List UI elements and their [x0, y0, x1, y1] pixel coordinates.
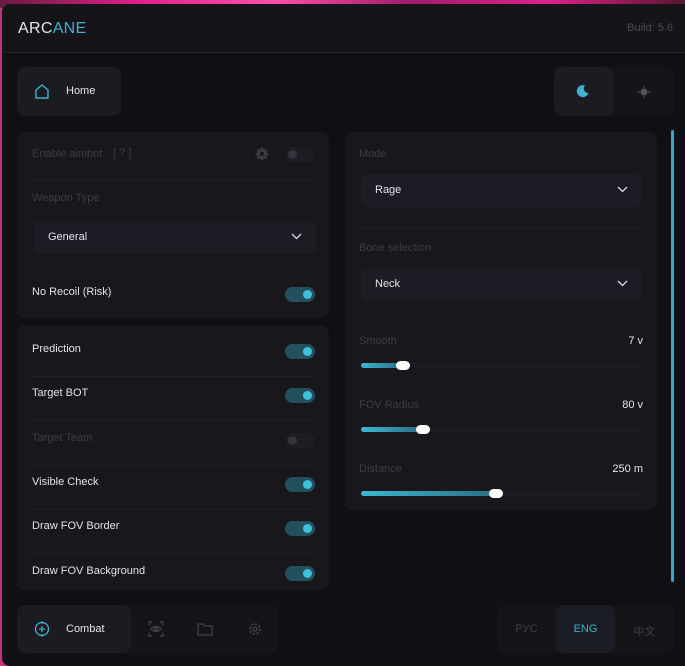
toggle-switch[interactable]: [285, 565, 315, 581]
logo: ARCANE: [18, 20, 87, 37]
chevron-down-icon: [291, 233, 302, 240]
toggle-switch[interactable]: [285, 476, 315, 492]
mode-value: Rage: [375, 184, 402, 196]
app-window: ARCANE Build: 5.6 Home Enable aimbot [ ?…: [2, 4, 685, 666]
header: ARCANE Build: 5.6: [2, 4, 685, 53]
theme-light-button[interactable]: [614, 67, 674, 116]
chevron-down-icon: [617, 186, 628, 193]
mode-label: Mode: [359, 148, 387, 160]
toggle-label: Visible Check: [32, 475, 99, 488]
gear-icon[interactable]: [255, 147, 269, 161]
bottom-tab-bar: Combat: [17, 605, 278, 653]
chevron-down-icon: [617, 280, 628, 287]
settings-icon[interactable]: [247, 621, 263, 637]
theme-dark-button[interactable]: [554, 67, 614, 116]
slider-value: 250 m: [612, 463, 643, 475]
enable-aimbot-toggle[interactable]: [285, 147, 315, 162]
build-version: Build: 5.6: [627, 22, 673, 34]
divider: [32, 420, 314, 422]
slider-fill: [361, 363, 404, 368]
help-button[interactable]: [ ? ]: [113, 147, 132, 159]
divider: [32, 508, 314, 510]
toggle-label: Target Team: [32, 431, 93, 444]
mode-dropdown[interactable]: Rage: [361, 174, 642, 207]
weapon-type-label: Weapon Type: [32, 192, 100, 204]
folder-icon[interactable]: [197, 622, 213, 636]
bone-selection-value: Neck: [375, 278, 401, 290]
divider: [32, 376, 314, 377]
slider-track[interactable]: [361, 489, 642, 498]
toggle-label: Target BOT: [32, 387, 89, 400]
aimbot-panel: Enable aimbot [ ? ] Weapon Type General …: [17, 132, 329, 318]
slider-handle[interactable]: [396, 361, 411, 370]
tab-combat[interactable]: Combat: [17, 605, 131, 653]
home-icon: [35, 84, 49, 99]
language-selector: РУС ENG 中文: [497, 605, 675, 653]
divider: [32, 464, 314, 466]
toggle-switch[interactable]: [285, 388, 315, 404]
bone-selection-label: Bone selection: [359, 242, 432, 254]
toggle-label: Draw FOV Border: [32, 520, 120, 533]
options-panel: Prediction Target BOT Target Team Visibl…: [17, 325, 329, 590]
scrollbar[interactable]: [671, 130, 674, 582]
slider-label: Distance: [359, 463, 402, 475]
slider-value: 80 v: [622, 399, 643, 411]
sun-icon: [637, 85, 651, 99]
tab-combat-label: Combat: [66, 623, 105, 635]
bone-selection-dropdown[interactable]: Neck: [361, 268, 642, 301]
weapon-type-dropdown[interactable]: General: [34, 221, 316, 254]
language-label: 中文: [633, 626, 656, 638]
divider: [32, 553, 314, 555]
nav-home-button[interactable]: Home: [17, 67, 121, 116]
slider-track[interactable]: [361, 425, 642, 434]
slider-track[interactable]: [361, 361, 642, 370]
language-option[interactable]: РУС: [497, 605, 556, 653]
language-option[interactable]: ENG: [556, 605, 615, 653]
nav-home-label: Home: [66, 85, 96, 97]
slider-handle[interactable]: [415, 425, 430, 434]
weapon-type-value: General: [48, 231, 88, 243]
no-recoil-label: No Recoil (Risk): [32, 286, 112, 298]
slider-value: 7 v: [628, 335, 643, 347]
slider-fill: [361, 491, 496, 496]
toggle-label: Prediction: [32, 343, 81, 355]
toggle-label: Draw FOV Background: [32, 564, 146, 577]
crosshair-icon: [34, 621, 50, 637]
language-label: РУС: [515, 623, 538, 635]
toggle-switch[interactable]: [285, 344, 315, 359]
slider-label: Smooth: [359, 335, 397, 347]
enable-aimbot-label: Enable aimbot: [32, 148, 103, 160]
moon-icon: [576, 85, 589, 98]
slider-label: FOV Radius: [359, 399, 419, 411]
toggle-switch[interactable]: [285, 521, 315, 537]
slider-handle[interactable]: [488, 489, 503, 498]
divider: [32, 180, 314, 181]
language-option[interactable]: 中文: [615, 605, 674, 653]
theme-switch: [554, 67, 674, 116]
divider: [359, 228, 643, 229]
language-label: ENG: [573, 623, 598, 635]
eye-scan-icon[interactable]: [148, 621, 164, 637]
aim-settings-panel: Mode Rage Bone selection Neck Smooth 7 v…: [345, 132, 657, 510]
toggle-switch[interactable]: [285, 432, 315, 448]
slider-fill: [361, 427, 423, 432]
no-recoil-toggle[interactable]: [285, 287, 315, 302]
